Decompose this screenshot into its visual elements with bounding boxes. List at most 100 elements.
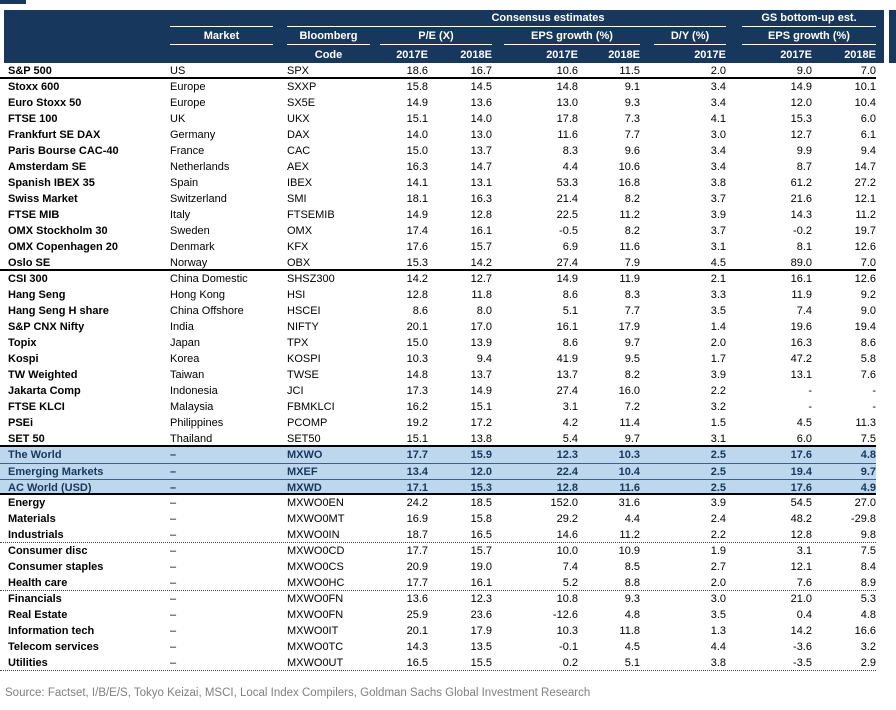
dy-2017-cell: 2.0	[710, 65, 726, 77]
pe-2017-cell: 14.0	[406, 129, 428, 141]
table-row: Hang Seng H share China Offshore HSCEI 8.6 8…	[0, 303, 876, 319]
eps-2018-cell: 7.2	[624, 401, 640, 413]
pe-2018-cell: 14.2	[470, 257, 492, 269]
table-row: FTSE KLCI Malaysia FBMKLCI 16.2 15.1 3.1 7.2 3.…	[0, 399, 876, 415]
market-cell: –	[170, 625, 177, 637]
code-column-header: Code	[314, 49, 343, 61]
gs-eps-2017-cell: 7.4	[796, 305, 812, 317]
pe-2017-cell: 10.3	[406, 353, 428, 365]
market-cell: –	[170, 529, 177, 541]
bloomberg-overline	[287, 10, 370, 27]
pe-2018-cell: 13.7	[470, 369, 492, 381]
table-row: Paris Bourse CAC-40 France CAC 15.0 13.7 8.3 9…	[0, 143, 876, 159]
index-name-cell: Swiss Market	[8, 193, 78, 205]
table-row: Information tech – MXWO0IT 20.1 17.9 10.3 11.8…	[0, 623, 876, 639]
pe-2017-cell: 14.1	[406, 177, 428, 189]
pe-2017-cell: 25.9	[406, 609, 428, 621]
eps-2018-cell: 9.7	[624, 433, 640, 445]
dy-2017-cell: 2.5	[710, 466, 726, 478]
market-cell: Denmark	[170, 241, 215, 253]
pe-2017-cell: 17.6	[406, 241, 428, 253]
gs-eps-2017-cell: 8.7	[796, 161, 812, 173]
pe-2018-cell: 15.3	[470, 482, 492, 493]
gs-eps-2018-cell: 9.4	[860, 145, 876, 157]
index-name-cell: Industrials	[8, 529, 64, 541]
pe-2018-cell: 23.6	[470, 609, 492, 621]
eps-2018-cell: 11.9	[619, 273, 640, 285]
table-row: Real Estate – MXWO0FN 25.9 23.6 -12.6 4.8 3.5 0.…	[0, 607, 876, 623]
pe-2018-cell: 8.0	[476, 305, 492, 317]
index-name-cell: FTSE 100	[8, 113, 58, 125]
dy-2017-cell: 2.2	[710, 529, 726, 541]
dy-2017-cell: 3.8	[710, 657, 726, 669]
market-cell: Korea	[170, 353, 200, 365]
table-row: OMX Copenhagen 20 Denmark KFX 17.6 15.7 6.9 11…	[0, 239, 876, 255]
index-name-cell: S&P 500	[8, 65, 52, 77]
bloomberg-code-cell: HSI	[287, 289, 306, 301]
gs-eps-2018-cell: 10.1	[854, 81, 876, 93]
pe-2017-cell: 13.4	[406, 466, 428, 478]
index-name-cell: FTSE KLCI	[8, 401, 65, 413]
market-cell: –	[170, 657, 177, 669]
table-row: CSI 300 China Domestic SHSZ300 14.2 12.7 14.9…	[0, 271, 876, 287]
pe-group-header: P/E (X)	[380, 27, 492, 45]
gs-eps-2018-cell: 7.5	[860, 545, 876, 557]
gs-eps-2017-cell: 16.3	[790, 337, 812, 349]
eps-2018-cell: 7.9	[624, 257, 640, 269]
eps-2018-cell: 7.7	[624, 129, 640, 141]
gs-eps-2018-cell: 19.7	[854, 225, 876, 237]
eps-2017-cell: 5.4	[562, 433, 578, 445]
market-cell: –	[170, 609, 177, 621]
gs-eps-2017-cell: 12.7	[790, 129, 812, 141]
index-name-cell: SET 50	[8, 433, 45, 445]
table-row: Euro Stoxx 50 Europe SX5E 14.9 13.6 13.0 9.3 3.…	[0, 95, 876, 111]
market-cell: Sweden	[170, 225, 210, 237]
eps-2017-cell: 10.3	[556, 625, 578, 637]
eps-2017-cell: 4.4	[562, 161, 578, 173]
market-cell: Thailand	[170, 433, 213, 445]
gs-eps-2018-cell: 7.5	[860, 433, 876, 445]
bloomberg-code-cell: MXWO0MT	[287, 513, 345, 525]
gs-eps-2018-cell: 16.6	[854, 625, 876, 637]
eps-2018-cell: 8.8	[624, 577, 640, 589]
market-cell: China Domestic	[170, 273, 248, 285]
gs-eps-2018-cell: -29.8	[850, 513, 876, 525]
market-cell: –	[170, 497, 177, 509]
eps-2018-cell: 9.3	[624, 593, 640, 605]
gs-eps-2018-year-header: 2018E	[844, 49, 876, 61]
bloomberg-code-cell: MXWD	[287, 482, 322, 493]
pe-2018-cell: 13.0	[470, 129, 492, 141]
index-name-cell: Stoxx 600	[8, 81, 60, 93]
pe-2017-cell: 14.8	[406, 369, 428, 381]
bloomberg-code-cell: FBMKLCI	[287, 401, 335, 413]
gs-eps-2018-cell: 6.1	[860, 129, 876, 141]
pe-2017-cell: 16.3	[406, 161, 428, 173]
index-name-cell: Financials	[8, 593, 62, 605]
eps-2018-cell: 8.2	[624, 193, 640, 205]
pe-2018-year-header: 2018E	[460, 49, 492, 61]
index-name-cell: Amsterdam SE	[8, 161, 87, 173]
table-row: Consumer staples – MXWO0CS 20.9 19.0 7.4 8.5 2.…	[0, 559, 876, 575]
bloomberg-code-cell: MXWO0FN	[287, 593, 344, 605]
table-row: Financials – MXWO0FN 13.6 12.3 10.8 9.3 3.0 21.0…	[0, 591, 876, 607]
table-row: Hang Seng Hong Kong HSI 12.8 11.8 8.6 8.3 3.3 11…	[0, 287, 876, 303]
index-name-cell: OMX Stockholm 30	[8, 225, 108, 237]
index-name-cell: Hang Seng	[8, 289, 66, 301]
bloomberg-code-cell: CAC	[287, 145, 311, 157]
index-name-cell: Topix	[8, 337, 37, 349]
eps-2018-cell: 8.2	[624, 225, 640, 237]
gs-eps-2018-cell: 6.0	[860, 113, 876, 125]
eps-2018-cell: 8.2	[624, 369, 640, 381]
pe-2018-cell: 16.5	[470, 529, 492, 541]
market-overline	[170, 10, 273, 27]
table-row: Emerging Markets – MXEF 13.4 12.0 22.4 10.4 2.5…	[0, 463, 876, 479]
index-name-cell: Consumer staples	[8, 561, 104, 573]
source-note: Source: Factset, I/B/E/S, Tokyo Keizai, …	[5, 687, 591, 699]
eps-2018-cell: 5.1	[624, 657, 640, 669]
gs-eps-2017-cell: -3.5	[793, 657, 812, 669]
market-cell: US	[170, 65, 186, 77]
gs-eps-2018-cell: 9.7	[860, 466, 876, 478]
eps-2017-cell: -12.6	[552, 609, 578, 621]
dy-2017-year-header: 2017E	[694, 49, 726, 61]
